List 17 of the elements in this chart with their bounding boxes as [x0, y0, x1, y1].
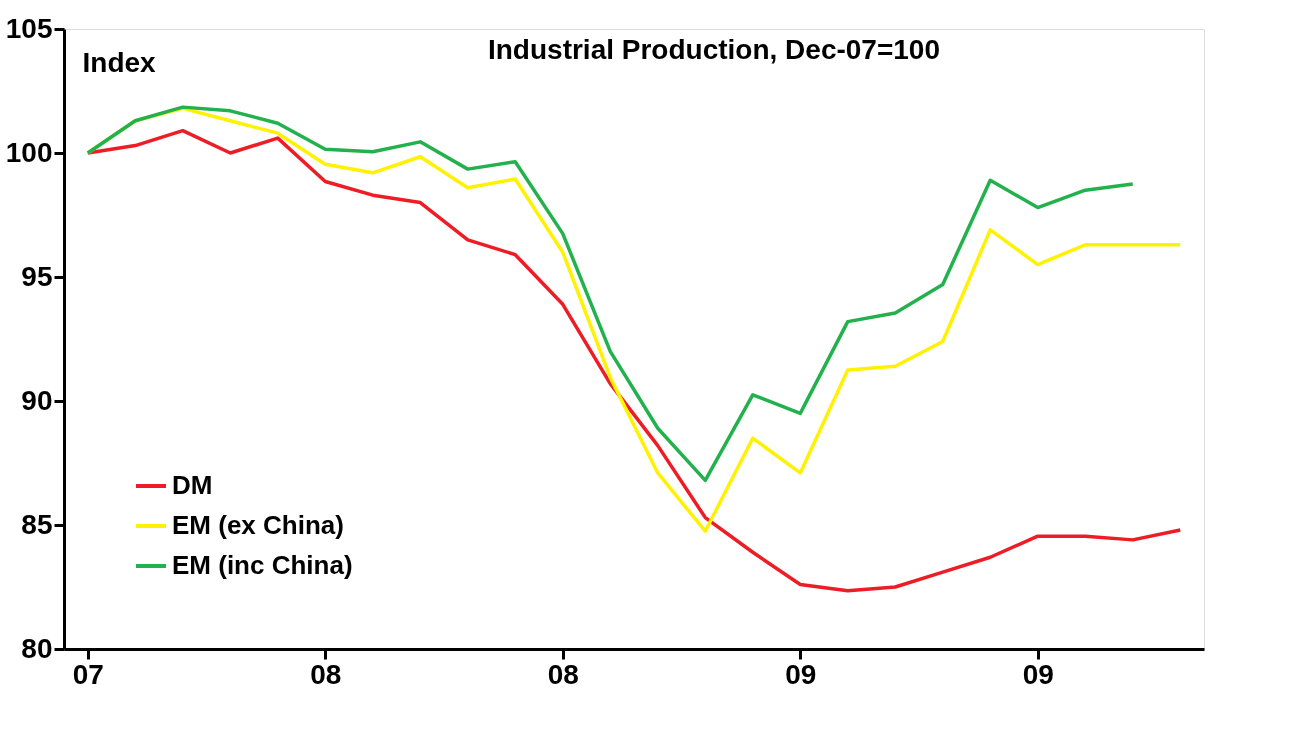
x-tick-label: 08 [310, 658, 342, 690]
x-tick-label: 08 [547, 658, 579, 690]
y-tick-label: 90 [21, 384, 53, 416]
x-tick-label: 09 [785, 658, 817, 690]
y-tick-label: 105 [5, 12, 53, 44]
legend-label: DM [172, 470, 213, 500]
x-tick-label: 07 [72, 658, 104, 690]
y-tick-label: 85 [21, 508, 53, 540]
y-tick-label: 80 [21, 632, 53, 664]
y-tick-label: 95 [21, 260, 53, 292]
line-series [86, 128, 1182, 593]
legend-label: EM (inc China) [172, 550, 353, 580]
y-axis-title: Index [82, 46, 157, 78]
y-tick-label: 100 [5, 136, 53, 168]
x-tick-label: 09 [1022, 658, 1054, 690]
legend-label: EM (ex China) [172, 510, 344, 540]
chart-title: Industrial Production, Dec-07=100 [487, 34, 941, 65]
